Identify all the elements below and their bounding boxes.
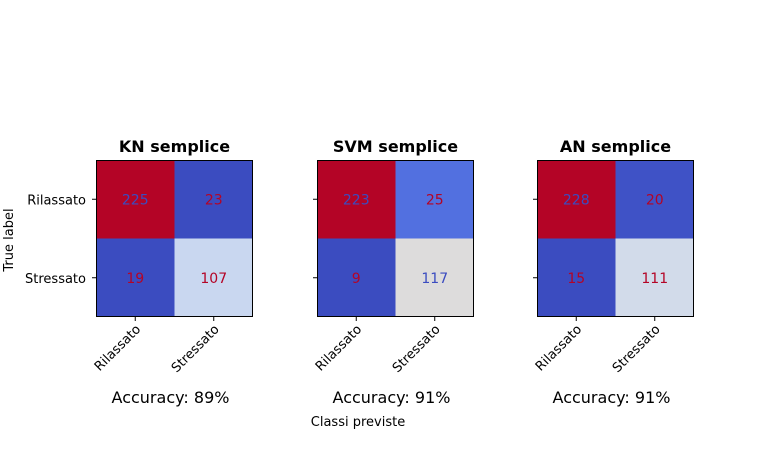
heatmap-cell <box>615 160 694 239</box>
x-tick-label: Stressato <box>610 322 664 376</box>
figure-ylabel: True label <box>2 208 17 272</box>
accuracy-caption: Accuracy: 91% <box>333 388 451 407</box>
heatmap-cell <box>537 238 616 317</box>
x-tick-label: Stressato <box>390 322 444 376</box>
heatmap-cell <box>537 160 616 239</box>
panels: KN semplice 225 23 19 107 Rilassato Stressato R… <box>25 137 694 407</box>
heatmap-cell <box>395 238 474 317</box>
x-tick-label: Rilassato <box>533 322 585 374</box>
x-tick-label: Rilassato <box>313 322 365 374</box>
heatmap-cell <box>174 160 253 239</box>
accuracy-caption: Accuracy: 91% <box>553 388 671 407</box>
heatmap-cell <box>317 160 396 239</box>
cell-value: 111 <box>641 271 668 287</box>
cell-value: 23 <box>205 192 223 208</box>
heatmap-cell <box>96 160 175 239</box>
cell-value: 25 <box>426 192 444 208</box>
panel-title: AN semplice <box>560 137 671 156</box>
heatmap-panel-2: SVM semplice 223 25 9 117 Rilassato Stressato A… <box>313 137 474 407</box>
panel-title: KN semplice <box>119 137 230 156</box>
heatmap-cell <box>317 238 396 317</box>
heatmap-frame <box>537 160 694 317</box>
heatmap-frame <box>96 160 253 317</box>
x-tick-label: Stressato <box>169 322 223 376</box>
cell-value: 225 <box>122 192 149 208</box>
cell-value: 117 <box>421 271 448 287</box>
cell-value: 15 <box>567 271 585 287</box>
cell-value: 228 <box>563 192 590 208</box>
heatmap-cell <box>96 238 175 317</box>
cell-value: 20 <box>646 192 664 208</box>
heatmap-panel-3: AN semplice 228 20 15 111 Rilassato Stressato A… <box>533 137 694 407</box>
heatmap-panel-1: KN semplice 225 23 19 107 Rilassato Stressato R… <box>25 137 253 407</box>
x-tick-label: Rilassato <box>92 322 144 374</box>
heatmap-cell <box>615 238 694 317</box>
panel-title: SVM semplice <box>333 137 458 156</box>
heatmap-cell <box>395 160 474 239</box>
heatmap-frame <box>317 160 474 317</box>
y-tick-label: Rilassato <box>27 193 86 208</box>
accuracy-caption: Accuracy: 89% <box>112 388 230 407</box>
cell-value: 19 <box>126 271 144 287</box>
heatmap-cell <box>174 238 253 317</box>
cell-value: 223 <box>343 192 370 208</box>
cell-value: 107 <box>200 271 227 287</box>
cell-value: 9 <box>352 271 361 287</box>
figure-xlabel: Classi previste <box>311 415 405 430</box>
y-tick-label: Stressato <box>25 272 86 287</box>
